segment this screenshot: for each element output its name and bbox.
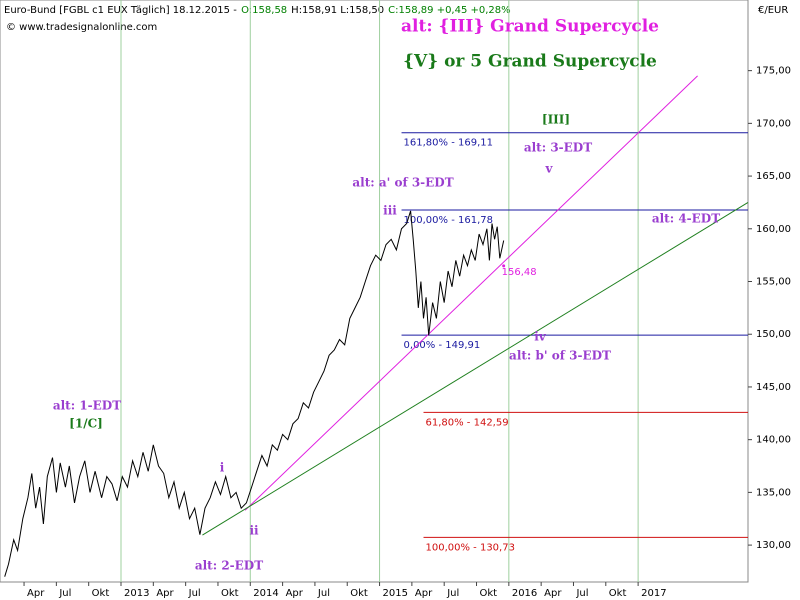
- annotation: iii: [383, 204, 397, 218]
- x-tick-label: Jul: [188, 588, 201, 599]
- header-part: C:158,89 +0,45 +0,28%: [388, 5, 511, 16]
- x-tick-label: 2013: [124, 588, 149, 599]
- annotation: alt: 2-EDT: [195, 559, 263, 573]
- x-tick-label: Apr: [156, 588, 174, 599]
- annotation: alt: b' of 3-EDT: [509, 349, 611, 363]
- source: © www.tradesignalonline.com: [6, 22, 157, 33]
- annotation: alt: a' of 3-EDT: [352, 176, 453, 190]
- x-tick-label: Okt: [480, 588, 498, 599]
- y-tick-label: 135,00: [756, 487, 791, 498]
- annotation: alt: 3-EDT: [524, 141, 592, 155]
- y-tick-label: 130,00: [756, 540, 791, 551]
- marker-label: 156,48: [502, 267, 537, 278]
- y-tick-label: 175,00: [756, 66, 791, 77]
- x-tick-label: Apr: [27, 588, 45, 599]
- x-tick-label: Apr: [415, 588, 433, 599]
- x-tick-label: Okt: [350, 588, 368, 599]
- annotation: ii: [249, 524, 259, 538]
- x-tick-label: Jul: [58, 588, 71, 599]
- x-tick-label: Okt: [609, 588, 627, 599]
- x-tick-label: 2014: [253, 588, 278, 599]
- x-tick-label: Okt: [221, 588, 239, 599]
- y-tick-label: 170,00: [756, 118, 791, 129]
- y-unit: €/EUR: [758, 5, 788, 16]
- annotation: [1/C]: [69, 417, 103, 431]
- x-tick-label: 2016: [512, 588, 537, 599]
- price-line: [4, 210, 505, 577]
- x-tick-label: Okt: [92, 588, 110, 599]
- marker: [502, 264, 506, 268]
- annotation: i: [220, 461, 225, 475]
- y-tick-label: 140,00: [756, 435, 791, 446]
- plot-area: [0, 0, 749, 583]
- header: Euro-Bund [FGBL c1 EUX Täglich] 18.12.20…: [4, 5, 511, 16]
- y-tick-label: 160,00: [756, 224, 791, 235]
- annotation: alt: {III} Grand Supercycle: [401, 17, 659, 37]
- x-tick-label: 2015: [383, 588, 408, 599]
- fib-level-label: 161,80% - 169,11: [404, 138, 493, 149]
- annotation: {V} or 5 Grand Supercycle: [403, 52, 657, 72]
- annotation: [III]: [542, 113, 570, 127]
- x-tick-label: Apr: [544, 588, 562, 599]
- header-part: H:158,91 L:158,50: [291, 5, 384, 16]
- fib-level-label: 100,00% - 161,78: [404, 215, 493, 226]
- x-tick-label: Jul: [317, 588, 330, 599]
- trendline: [244, 75, 698, 511]
- x-tick-label: Jul: [575, 588, 588, 599]
- header-part: O:158,58: [241, 5, 287, 16]
- annotation: v: [545, 162, 554, 176]
- fib-level-label: 0,00% - 149,91: [404, 340, 481, 351]
- y-tick-label: 150,00: [756, 329, 791, 340]
- y-tick-label: 165,00: [756, 171, 791, 182]
- annotation: alt: 1-EDT: [53, 399, 121, 413]
- x-tick-label: 2017: [641, 588, 666, 599]
- y-tick-label: 145,00: [756, 382, 791, 393]
- fib-level-label: 61,80% - 142,59: [426, 417, 509, 428]
- y-tick-label: 155,00: [756, 277, 791, 288]
- trendline: [202, 202, 749, 536]
- annotation: iv: [534, 330, 547, 344]
- annotation: alt: 4-EDT: [652, 212, 720, 226]
- x-tick-label: Jul: [446, 588, 459, 599]
- fib-level-label: 100,00% - 130,73: [426, 542, 515, 553]
- x-tick-label: Apr: [286, 588, 304, 599]
